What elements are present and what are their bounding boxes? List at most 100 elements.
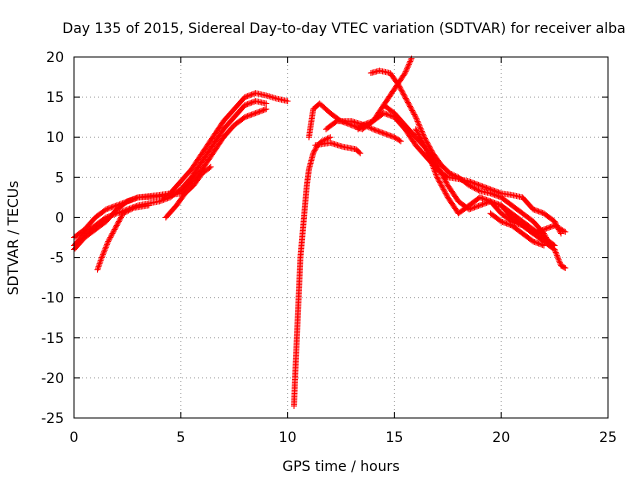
data-point (120, 210, 127, 217)
data-point (430, 163, 437, 170)
data-point (412, 114, 419, 121)
ticks: 0 5 10 15 20 25 -25 -20 -15 -10 -5 0 5 10 15 20 (41, 50, 617, 446)
series-track-13 (498, 202, 569, 237)
data-point (424, 147, 431, 154)
data-point (429, 161, 436, 168)
data-point (422, 144, 429, 151)
data-point (263, 106, 270, 113)
data-point (325, 134, 332, 141)
data-point (360, 121, 367, 128)
data-point (105, 205, 112, 212)
data-point (433, 172, 440, 179)
data-point (124, 198, 131, 205)
data-point (121, 209, 128, 216)
data-point (101, 207, 108, 214)
data-point (428, 159, 435, 166)
data-point (117, 214, 124, 221)
data-point (407, 57, 414, 64)
data-point (424, 149, 431, 156)
data-point (427, 156, 434, 163)
data-point (332, 119, 339, 126)
data-point (370, 126, 377, 133)
data-point (386, 112, 393, 119)
data-point (431, 166, 438, 173)
data-point (122, 209, 129, 216)
data-point (397, 84, 404, 91)
data-point (499, 218, 506, 225)
data-point (431, 168, 438, 175)
data-point (534, 240, 541, 247)
data-point (425, 152, 432, 159)
data-point (474, 181, 481, 188)
data-point (467, 183, 474, 190)
data-point (402, 94, 409, 101)
data-point (111, 226, 118, 233)
data-point (530, 230, 537, 237)
data-point (540, 226, 547, 233)
data-point (544, 224, 551, 231)
data-point (129, 205, 136, 212)
data-point (407, 103, 414, 110)
data-point (106, 235, 113, 242)
data-point (531, 239, 538, 246)
data-point (118, 213, 125, 220)
data-point (540, 242, 547, 249)
data-point (111, 203, 118, 210)
data-point (406, 102, 413, 109)
data-point (368, 118, 375, 125)
data-point (112, 225, 119, 232)
data-point (400, 91, 407, 98)
data-point (124, 208, 131, 215)
x-tick-label: 10 (279, 430, 297, 446)
data-point (109, 230, 116, 237)
data-point (413, 127, 420, 134)
data-point (397, 86, 404, 93)
data-point (207, 163, 214, 170)
data-point (99, 251, 106, 258)
data-point (161, 196, 168, 203)
data-point (263, 100, 270, 107)
data-point (442, 178, 449, 185)
data-point (535, 228, 542, 235)
data-point (386, 132, 393, 139)
data-point (105, 237, 112, 244)
data-point (241, 94, 248, 101)
data-point (535, 240, 542, 247)
data-point (491, 191, 498, 198)
data-point (483, 196, 490, 203)
data-point (441, 177, 448, 184)
y-tick-label: -5 (50, 251, 64, 267)
data-point (436, 178, 443, 185)
data-point (102, 244, 109, 251)
data-point (479, 201, 486, 208)
data-point (109, 203, 116, 210)
data-point (244, 101, 251, 108)
data-point (471, 185, 478, 192)
data-point (99, 253, 106, 260)
data-point (546, 224, 553, 231)
data-point (561, 264, 568, 271)
data-point (244, 93, 251, 100)
data-point (439, 171, 446, 178)
data-point (448, 170, 455, 177)
data-point (551, 246, 558, 253)
data-point (534, 207, 541, 214)
data-point (426, 153, 433, 160)
data-point (490, 191, 497, 198)
data-point (367, 124, 374, 131)
data-point (437, 168, 444, 175)
data-point (404, 64, 411, 71)
data-point (443, 191, 450, 198)
data-point (439, 172, 446, 179)
data-point (367, 119, 374, 126)
data-point (472, 185, 479, 192)
data-point (413, 117, 420, 124)
data-point (248, 91, 255, 98)
data-point (363, 120, 370, 127)
data-point (383, 111, 390, 118)
data-point (440, 186, 447, 193)
data-point (105, 238, 112, 245)
data-point (436, 166, 443, 173)
data-point (543, 225, 550, 232)
data-point (357, 150, 364, 157)
